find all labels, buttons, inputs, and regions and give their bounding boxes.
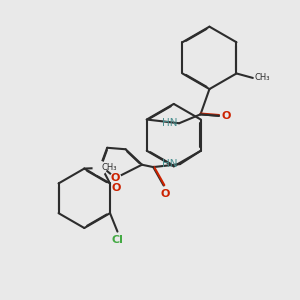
Text: O: O <box>221 111 231 121</box>
Text: HN: HN <box>161 118 177 128</box>
Text: O: O <box>111 183 121 194</box>
Text: CH₃: CH₃ <box>101 164 117 172</box>
Text: HN: HN <box>162 159 178 169</box>
Circle shape <box>93 161 106 175</box>
Text: CH₃: CH₃ <box>254 74 270 82</box>
Circle shape <box>110 173 121 183</box>
Text: O: O <box>160 189 170 199</box>
Text: O: O <box>111 173 120 183</box>
Text: Cl: Cl <box>112 235 123 245</box>
